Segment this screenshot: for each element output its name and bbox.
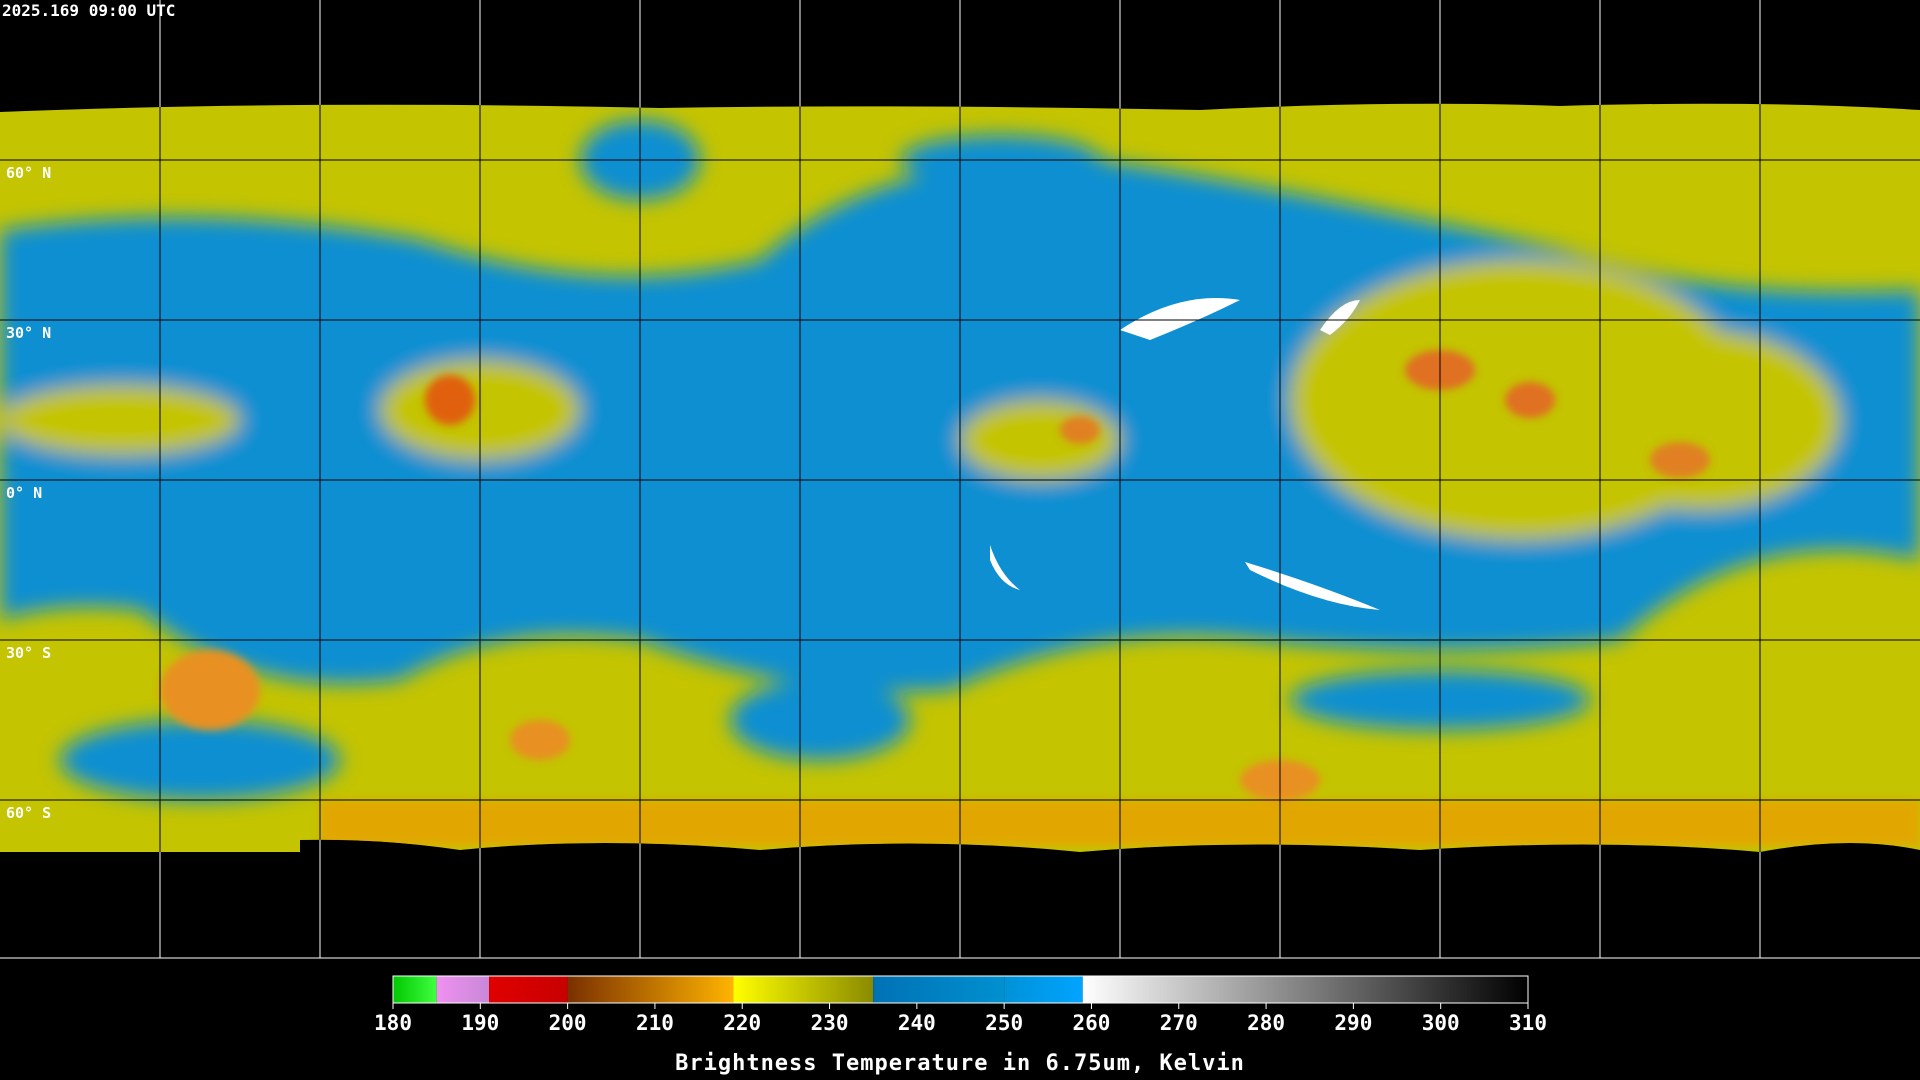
colorbar-tick-label: 300 <box>1422 1011 1460 1035</box>
colorbar-frame <box>392 975 1529 1004</box>
dry-slots <box>990 298 1380 610</box>
colorbar-tick-label: 240 <box>898 1011 936 1035</box>
colorbar-tick-label: 220 <box>723 1011 761 1035</box>
timestamp: 2025.169 09:00 UTC <box>2 1 175 20</box>
colorbar-tick-label: 190 <box>461 1011 499 1035</box>
graticule: 60° N 30° N 0° N 30° S 60° S <box>0 0 1920 959</box>
colorbar: 180 190 200 210 220 230 240 250 260 270 280 290 300 3… <box>374 975 1547 1035</box>
colorbar-segment <box>1082 976 1528 1003</box>
colorbar-tick-label: 200 <box>549 1011 587 1035</box>
latitude-label: 30° S <box>6 644 51 662</box>
colorbar-tick-label: 260 <box>1072 1011 1110 1035</box>
colorbar-segment <box>393 976 437 1003</box>
colorbar-tick-label: 210 <box>636 1011 674 1035</box>
latitude-label: 60° S <box>6 804 51 822</box>
colorbar-segment <box>436 976 490 1003</box>
colorbar-segment <box>489 976 568 1003</box>
colorbar-segment <box>873 976 1005 1003</box>
latitude-label: 0° N <box>6 484 42 502</box>
colorbar-tick-label: 230 <box>811 1011 849 1035</box>
colorbar-tick-label: 310 <box>1509 1011 1547 1035</box>
latitude-label: 60° N <box>6 164 51 182</box>
colorbar-tick-label: 250 <box>985 1011 1023 1035</box>
colorbar-title: Brightness Temperature in 6.75um, Kelvin <box>675 1051 1245 1076</box>
colorbar-tick-label: 270 <box>1160 1011 1198 1035</box>
colorbar-tick-label: 290 <box>1334 1011 1372 1035</box>
colorbar-tick-label: 180 <box>374 1011 412 1035</box>
colorbar-segment <box>1004 976 1083 1003</box>
colorbar-segment <box>733 976 874 1003</box>
colorbar-tick-label: 280 <box>1247 1011 1285 1035</box>
latitude-label: 30° N <box>6 324 51 342</box>
colorbar-segment <box>567 976 734 1003</box>
